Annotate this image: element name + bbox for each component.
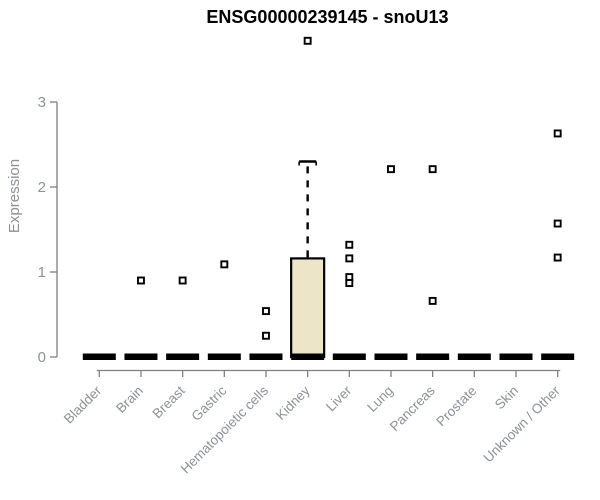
y-tick-label: 2 [38,179,46,196]
median-bar-unknown-other [541,353,575,360]
median-bar-kidney [291,353,325,360]
x-category-label-skin: Skin [492,383,521,412]
x-category-label-pancreas: Pancreas [387,383,438,434]
median-bar-hematopoietic-cells [249,353,283,360]
median-bar-liver [332,353,366,360]
x-category-label-liver: Liver [323,383,355,415]
outlier-point-pancreas [428,165,437,174]
x-category-label-prostate: Prostate [433,383,479,429]
y-tick-label: 0 [38,349,46,366]
outlier-point-unknown-other [553,219,562,228]
outlier-point-liver [345,279,354,287]
outlier-point-liver [345,240,354,249]
y-axis-title: Expression [6,158,23,234]
outlier-point-pancreas [428,296,437,305]
x-category-label-lung: Lung [364,383,396,415]
chart-title: ENSG00000239145 - snoU13 [206,7,449,27]
outlier-point-breast [178,276,187,285]
x-category-label-gastric: Gastric [189,383,230,424]
median-bar-prostate [457,353,491,360]
x-category-label-bladder: Bladder [61,383,105,427]
outlier-point-gastric [220,260,229,269]
median-bar-brain [124,353,158,360]
outlier-point-unknown-other [553,129,562,138]
median-bar-breast [166,353,200,360]
median-bar-gastric [207,353,241,360]
outlier-point-hematopoietic-cells [262,331,270,340]
median-bar-bladder [82,353,116,360]
x-category-label-breast: Breast [150,383,188,421]
outlier-point-kidney [303,36,312,45]
outlier-point-lung [387,165,395,174]
outlier-point-hematopoietic-cells [262,307,270,316]
outlier-point-brain [137,276,145,285]
outlier-point-unknown-other [553,253,562,262]
median-bar-pancreas [416,353,450,360]
x-category-label-brain: Brain [113,383,146,416]
x-category-label-kidney: Kidney [273,383,313,423]
median-bar-skin [499,353,533,360]
x-category-label-unknown-other: Unknown / Other [481,383,564,466]
outlier-point-liver [345,254,354,263]
box-kidney [290,257,326,359]
y-tick-label: 3 [38,94,46,111]
y-tick-label: 1 [38,264,46,281]
median-bar-lung [374,353,408,360]
